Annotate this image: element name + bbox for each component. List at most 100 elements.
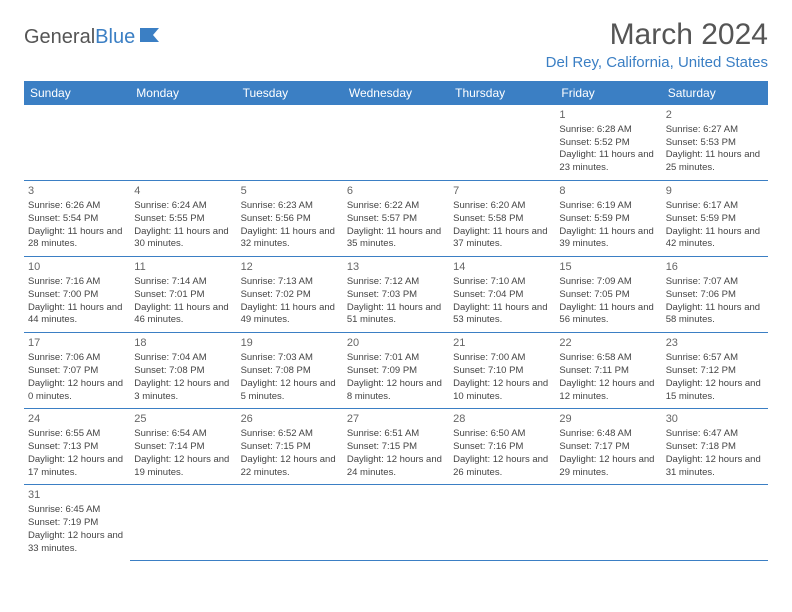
day-number: 28	[453, 412, 551, 427]
day-number: 21	[453, 336, 551, 351]
day-number: 7	[453, 184, 551, 199]
daylight-text: Daylight: 12 hours and 33 minutes.	[28, 530, 126, 556]
day-number: 26	[241, 412, 339, 427]
sunrise-text: Sunrise: 7:06 AM	[28, 352, 126, 365]
sunrise-text: Sunrise: 7:13 AM	[241, 276, 339, 289]
day-number: 20	[347, 336, 445, 351]
sunset-text: Sunset: 7:05 PM	[559, 289, 657, 302]
daylight-text: Daylight: 11 hours and 35 minutes.	[347, 226, 445, 252]
calendar-cell: 26Sunrise: 6:52 AMSunset: 7:15 PMDayligh…	[237, 409, 343, 485]
calendar-cell: 23Sunrise: 6:57 AMSunset: 7:12 PMDayligh…	[662, 333, 768, 409]
calendar-cell-empty	[449, 105, 555, 181]
sunset-text: Sunset: 7:08 PM	[241, 365, 339, 378]
daylight-text: Daylight: 12 hours and 24 minutes.	[347, 454, 445, 480]
sunset-text: Sunset: 7:19 PM	[28, 517, 126, 530]
sunrise-text: Sunrise: 7:10 AM	[453, 276, 551, 289]
sunset-text: Sunset: 5:59 PM	[666, 213, 764, 226]
daylight-text: Daylight: 11 hours and 28 minutes.	[28, 226, 126, 252]
sunrise-text: Sunrise: 6:51 AM	[347, 428, 445, 441]
sunset-text: Sunset: 7:04 PM	[453, 289, 551, 302]
daylight-text: Daylight: 12 hours and 31 minutes.	[666, 454, 764, 480]
sunset-text: Sunset: 5:52 PM	[559, 137, 657, 150]
sunset-text: Sunset: 5:58 PM	[453, 213, 551, 226]
sunset-text: Sunset: 7:14 PM	[134, 441, 232, 454]
sunset-text: Sunset: 7:11 PM	[559, 365, 657, 378]
daylight-text: Daylight: 11 hours and 42 minutes.	[666, 226, 764, 252]
calendar-cell-empty	[24, 105, 130, 181]
calendar-cell-empty	[237, 105, 343, 181]
calendar-cell: 16Sunrise: 7:07 AMSunset: 7:06 PMDayligh…	[662, 257, 768, 333]
day-number: 9	[666, 184, 764, 199]
calendar-cell: 5Sunrise: 6:23 AMSunset: 5:56 PMDaylight…	[237, 181, 343, 257]
day-number: 11	[134, 260, 232, 275]
daylight-text: Daylight: 12 hours and 19 minutes.	[134, 454, 232, 480]
calendar-cell: 1Sunrise: 6:28 AMSunset: 5:52 PMDaylight…	[555, 105, 661, 181]
sunrise-text: Sunrise: 7:16 AM	[28, 276, 126, 289]
calendar-cell: 12Sunrise: 7:13 AMSunset: 7:02 PMDayligh…	[237, 257, 343, 333]
sunrise-text: Sunrise: 7:09 AM	[559, 276, 657, 289]
sunrise-text: Sunrise: 6:28 AM	[559, 124, 657, 137]
calendar-cell: 27Sunrise: 6:51 AMSunset: 7:15 PMDayligh…	[343, 409, 449, 485]
sunrise-text: Sunrise: 6:27 AM	[666, 124, 764, 137]
daylight-text: Daylight: 12 hours and 5 minutes.	[241, 378, 339, 404]
sunrise-text: Sunrise: 6:23 AM	[241, 200, 339, 213]
sunset-text: Sunset: 7:01 PM	[134, 289, 232, 302]
daylight-text: Daylight: 12 hours and 22 minutes.	[241, 454, 339, 480]
sunset-text: Sunset: 7:06 PM	[666, 289, 764, 302]
calendar-cell: 25Sunrise: 6:54 AMSunset: 7:14 PMDayligh…	[130, 409, 236, 485]
sunset-text: Sunset: 7:10 PM	[453, 365, 551, 378]
calendar-cell: 7Sunrise: 6:20 AMSunset: 5:58 PMDaylight…	[449, 181, 555, 257]
daylight-text: Daylight: 11 hours and 23 minutes.	[559, 149, 657, 175]
day-number: 12	[241, 260, 339, 275]
day-number: 16	[666, 260, 764, 275]
calendar-cell: 15Sunrise: 7:09 AMSunset: 7:05 PMDayligh…	[555, 257, 661, 333]
day-number: 22	[559, 336, 657, 351]
daylight-text: Daylight: 12 hours and 8 minutes.	[347, 378, 445, 404]
flag-icon	[139, 26, 161, 49]
calendar-body: 1Sunrise: 6:28 AMSunset: 5:52 PMDaylight…	[24, 105, 768, 561]
sunrise-text: Sunrise: 6:47 AM	[666, 428, 764, 441]
daylight-text: Daylight: 11 hours and 39 minutes.	[559, 226, 657, 252]
day-number: 24	[28, 412, 126, 427]
daylight-text: Daylight: 11 hours and 51 minutes.	[347, 302, 445, 328]
calendar-cell: 20Sunrise: 7:01 AMSunset: 7:09 PMDayligh…	[343, 333, 449, 409]
calendar-cell-empty	[449, 485, 555, 561]
sunset-text: Sunset: 7:17 PM	[559, 441, 657, 454]
daylight-text: Daylight: 11 hours and 46 minutes.	[134, 302, 232, 328]
sunrise-text: Sunrise: 6:17 AM	[666, 200, 764, 213]
weekday-header: Sunday	[24, 81, 130, 105]
day-number: 31	[28, 488, 126, 503]
calendar-cell-empty	[662, 485, 768, 561]
calendar-row: 1Sunrise: 6:28 AMSunset: 5:52 PMDaylight…	[24, 105, 768, 181]
calendar-row: 17Sunrise: 7:06 AMSunset: 7:07 PMDayligh…	[24, 333, 768, 409]
sunrise-text: Sunrise: 7:14 AM	[134, 276, 232, 289]
day-number: 4	[134, 184, 232, 199]
daylight-text: Daylight: 12 hours and 12 minutes.	[559, 378, 657, 404]
calendar-cell: 8Sunrise: 6:19 AMSunset: 5:59 PMDaylight…	[555, 181, 661, 257]
header: GeneralBlue March 2024 Del Rey, Californ…	[24, 18, 768, 71]
sunrise-text: Sunrise: 7:01 AM	[347, 352, 445, 365]
sunrise-text: Sunrise: 7:12 AM	[347, 276, 445, 289]
sunset-text: Sunset: 7:18 PM	[666, 441, 764, 454]
daylight-text: Daylight: 12 hours and 3 minutes.	[134, 378, 232, 404]
sunset-text: Sunset: 7:15 PM	[241, 441, 339, 454]
sunrise-text: Sunrise: 6:24 AM	[134, 200, 232, 213]
calendar-cell: 29Sunrise: 6:48 AMSunset: 7:17 PMDayligh…	[555, 409, 661, 485]
day-number: 6	[347, 184, 445, 199]
day-number: 30	[666, 412, 764, 427]
day-number: 29	[559, 412, 657, 427]
calendar-cell: 31Sunrise: 6:45 AMSunset: 7:19 PMDayligh…	[24, 485, 130, 561]
sunrise-text: Sunrise: 6:48 AM	[559, 428, 657, 441]
calendar-cell: 3Sunrise: 6:26 AMSunset: 5:54 PMDaylight…	[24, 181, 130, 257]
day-number: 1	[559, 108, 657, 123]
day-number: 3	[28, 184, 126, 199]
sunrise-text: Sunrise: 6:57 AM	[666, 352, 764, 365]
sunrise-text: Sunrise: 6:50 AM	[453, 428, 551, 441]
calendar-row: 3Sunrise: 6:26 AMSunset: 5:54 PMDaylight…	[24, 181, 768, 257]
sunset-text: Sunset: 5:54 PM	[28, 213, 126, 226]
calendar-cell-empty	[555, 485, 661, 561]
calendar-cell: 17Sunrise: 7:06 AMSunset: 7:07 PMDayligh…	[24, 333, 130, 409]
calendar-cell-empty	[343, 105, 449, 181]
calendar-row: 31Sunrise: 6:45 AMSunset: 7:19 PMDayligh…	[24, 485, 768, 561]
calendar-cell: 22Sunrise: 6:58 AMSunset: 7:11 PMDayligh…	[555, 333, 661, 409]
